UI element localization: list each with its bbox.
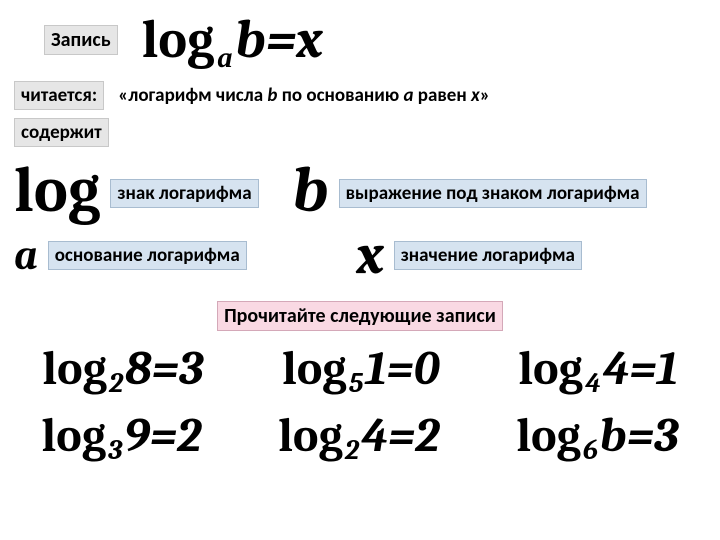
eq1-rest: 8=3	[125, 341, 203, 396]
eq-5: log24=2	[278, 408, 439, 463]
main-sub-a: а	[214, 40, 235, 75]
eq-6: log6b=3	[516, 408, 678, 463]
eq6-sub: 6	[581, 434, 600, 466]
q-b: b	[267, 84, 277, 107]
eq1-log: log	[42, 341, 107, 396]
contains-box: содержит	[14, 118, 109, 147]
reads-box: читается:	[14, 81, 104, 110]
eq-3: log44=1	[518, 341, 678, 396]
q-end: »	[480, 84, 490, 107]
contains-row: содержит	[14, 118, 706, 147]
eq3-sub: 4	[583, 367, 603, 399]
instruction-box: Прочитайте следующие записи	[217, 301, 503, 331]
instruction-row: Прочитайте следующие записи	[14, 301, 706, 331]
main-expression: log а b=x	[142, 8, 323, 71]
eq3-rest: 4=1	[603, 341, 678, 396]
q-pre: «логарифм числа	[118, 84, 267, 107]
q-m1: по основанию	[277, 84, 403, 107]
a-symbol: a	[14, 231, 38, 280]
b-expr-label: выражение под знаком логарифма	[339, 179, 647, 208]
eq3-log: log	[518, 341, 583, 396]
eq2-log: log	[282, 341, 347, 396]
eq5-log: log	[278, 408, 343, 463]
b-symbol: b	[293, 153, 329, 227]
eq-4: log39=2	[41, 408, 201, 463]
reads-row: читается: «логарифм числа b по основанию…	[14, 81, 706, 110]
main-rest: b=x	[235, 8, 322, 71]
eq2-sub: 5	[347, 367, 366, 399]
q-m2: равен	[413, 84, 471, 107]
q-a: а	[403, 84, 413, 107]
q-x: x	[471, 84, 480, 107]
eq-1: log28=3	[42, 341, 203, 396]
reads-quote: «логарифм числа b по основанию а равен x…	[118, 84, 490, 107]
title-row: Запись log а b=x	[44, 8, 706, 71]
x-symbol: x	[357, 223, 384, 287]
eq4-sub: 3	[106, 434, 124, 466]
value-label: значение логарифма	[394, 241, 582, 270]
log-symbol: log	[14, 153, 100, 227]
eq5-sub: 2	[343, 434, 361, 466]
title-label-box: Запись	[44, 25, 118, 55]
eq6-log: log	[516, 408, 581, 463]
log-sign-label: знак логарифма	[110, 179, 258, 208]
eq2-rest: 1=0	[365, 341, 439, 396]
eq4-rest: 9=2	[124, 408, 201, 463]
eq1-sub: 2	[107, 367, 125, 399]
eq6-rest: b=3	[600, 408, 679, 463]
base-label: основание логарифма	[48, 241, 247, 270]
log-text: log	[142, 8, 215, 71]
breakdown-row-2: a основание логарифма x значение логариф…	[14, 223, 706, 287]
eq5-rest: 4=2	[361, 408, 439, 463]
equations-grid: log28=3 log51=0 log44=1 log39=2 log24=2 …	[14, 341, 706, 463]
eq-2: log51=0	[282, 341, 440, 396]
eq4-log: log	[41, 408, 106, 463]
breakdown-row-1: log знак логарифма b выражение под знако…	[14, 153, 706, 227]
